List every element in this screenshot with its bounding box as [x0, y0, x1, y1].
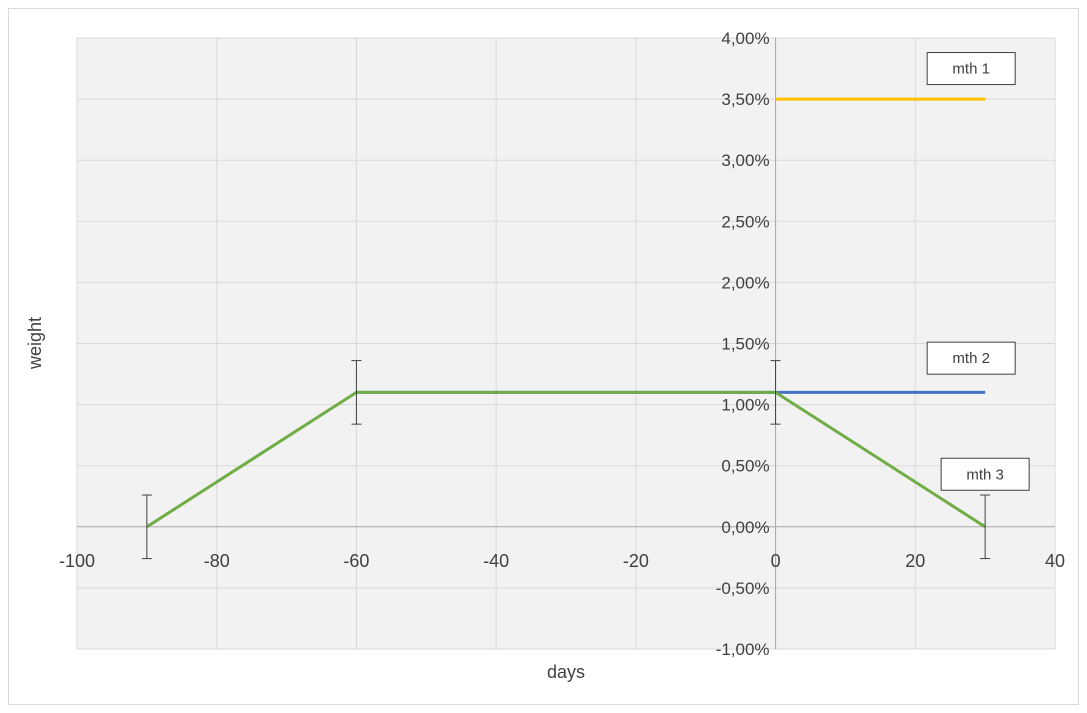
- x-tick-label: -40: [483, 551, 509, 571]
- y-axis-label: weight: [25, 317, 45, 370]
- annotation-box: [940, 457, 1030, 491]
- x-tick-label: 20: [905, 551, 925, 571]
- x-tick-label: 0: [771, 551, 781, 571]
- x-tick-label: -60: [343, 551, 369, 571]
- y-tick-label: -1,00%: [716, 640, 770, 659]
- y-tick-label: 2,50%: [721, 212, 769, 231]
- axes: [77, 38, 1055, 649]
- annotation-label: mth 3: [966, 466, 1004, 483]
- x-tick-label: -80: [204, 551, 230, 571]
- annotation-label: mth 2: [952, 350, 990, 367]
- x-tick-label: -20: [623, 551, 649, 571]
- x-axis-label: days: [547, 662, 585, 682]
- tick-labels: -100 -80 -60 -40 -20 0 20 40 -1,00% -0,50% 0,00% 0,…: [59, 29, 1065, 659]
- y-tick-label: 2,00%: [721, 273, 769, 292]
- y-tick-label: 3,50%: [721, 90, 769, 109]
- x-tick-label: 40: [1045, 551, 1065, 571]
- error-bars: [141, 360, 991, 560]
- x-tick-label: -100: [59, 551, 95, 571]
- y-tick-label: -0,50%: [716, 579, 770, 598]
- annotation-label: mth 1: [952, 61, 990, 78]
- y-tick-label: 1,50%: [721, 335, 769, 354]
- chart-border: [8, 8, 1079, 705]
- series-line-mth-3: [146, 390, 986, 529]
- annotations: mth 1 mth 2 mth 3: [926, 52, 1030, 491]
- y-tick-label: 0,00%: [721, 518, 769, 537]
- y-tick-label: 3,00%: [721, 151, 769, 170]
- y-tick-label: 0,50%: [721, 457, 769, 476]
- annotation-box: [926, 52, 1016, 86]
- y-tick-label: 4,00%: [721, 29, 769, 48]
- annotation-box: [926, 341, 1016, 375]
- y-tick-label: 1,00%: [721, 396, 769, 415]
